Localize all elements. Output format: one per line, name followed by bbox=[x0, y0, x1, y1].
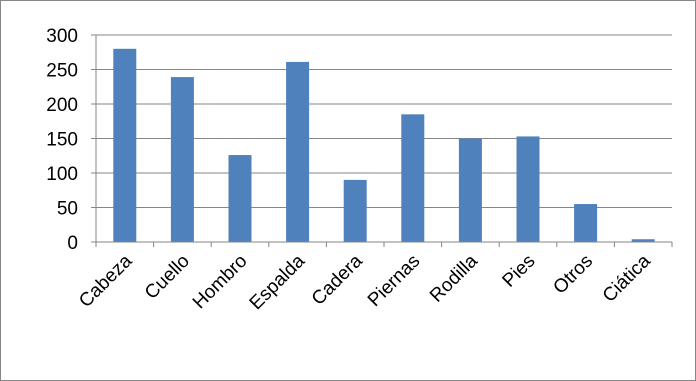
bar-ciática bbox=[631, 239, 655, 242]
y-tick-label: 300 bbox=[46, 26, 78, 47]
axes bbox=[91, 34, 673, 247]
bar-cuello bbox=[170, 77, 194, 242]
x-tick-label: Cadera bbox=[308, 250, 367, 309]
y-tick-label: 150 bbox=[46, 130, 78, 151]
x-tick-label: Hombro bbox=[189, 251, 252, 314]
x-tick-label: Pies bbox=[499, 251, 540, 292]
y-tick-label: 0 bbox=[67, 233, 78, 254]
y-tick-label: 250 bbox=[46, 61, 78, 82]
y-tick-label: 200 bbox=[46, 95, 78, 116]
x-tick-label: Ciática bbox=[599, 250, 655, 306]
x-tick-label: Rodilla bbox=[426, 250, 482, 306]
bar-pies bbox=[516, 136, 540, 242]
bar-cabeza bbox=[113, 48, 137, 242]
bar-rodilla bbox=[458, 138, 482, 242]
y-tick-label: 50 bbox=[57, 199, 78, 220]
bar-hombro bbox=[228, 155, 252, 242]
bar-espalda bbox=[286, 61, 310, 242]
bars bbox=[113, 48, 655, 242]
bar-otros bbox=[574, 204, 598, 242]
bar-piernas bbox=[401, 114, 425, 242]
x-tick-label: Cabeza bbox=[75, 250, 136, 311]
x-tick-label: Espalda bbox=[246, 250, 310, 314]
bar-cadera bbox=[343, 179, 367, 242]
x-tick-label: Piernas bbox=[364, 251, 424, 311]
x-tick-label: Cuello bbox=[141, 251, 194, 304]
y-tick-label: 100 bbox=[46, 164, 78, 185]
x-tick-label: Otros bbox=[549, 251, 597, 299]
y-tick-labels: 0 50 100 150 200 250 300 bbox=[46, 26, 78, 254]
